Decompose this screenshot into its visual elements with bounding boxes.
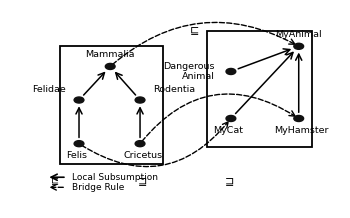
Circle shape	[105, 63, 115, 70]
Text: Felis: Felis	[66, 151, 87, 160]
Circle shape	[294, 116, 303, 121]
Text: Bridge Rule: Bridge Rule	[72, 183, 125, 192]
Text: Rodentia: Rodentia	[154, 85, 196, 94]
Text: MyAnimal: MyAnimal	[275, 30, 322, 39]
Circle shape	[135, 141, 145, 147]
Circle shape	[294, 43, 303, 49]
Circle shape	[135, 97, 145, 103]
Text: MyHamster: MyHamster	[274, 126, 329, 135]
Circle shape	[226, 68, 236, 75]
Circle shape	[74, 97, 84, 103]
Text: $\sqsubseteq$: $\sqsubseteq$	[49, 176, 60, 187]
Text: Felidae: Felidae	[32, 85, 65, 94]
Text: Cricetus: Cricetus	[123, 151, 162, 160]
Text: Mammalia: Mammalia	[85, 50, 135, 59]
Circle shape	[226, 116, 236, 121]
Text: $\sqsupseteq$: $\sqsupseteq$	[222, 176, 235, 188]
Bar	[206, 31, 312, 147]
Text: Local Subsumption: Local Subsumption	[72, 173, 158, 182]
Text: Dangerous
Animal: Dangerous Animal	[163, 62, 215, 81]
Text: $\sqsupseteq$: $\sqsupseteq$	[135, 176, 148, 188]
Bar	[60, 46, 163, 164]
Text: $\sqsubseteq$: $\sqsubseteq$	[187, 25, 199, 37]
Circle shape	[74, 141, 84, 147]
Text: MyCat: MyCat	[213, 126, 243, 135]
